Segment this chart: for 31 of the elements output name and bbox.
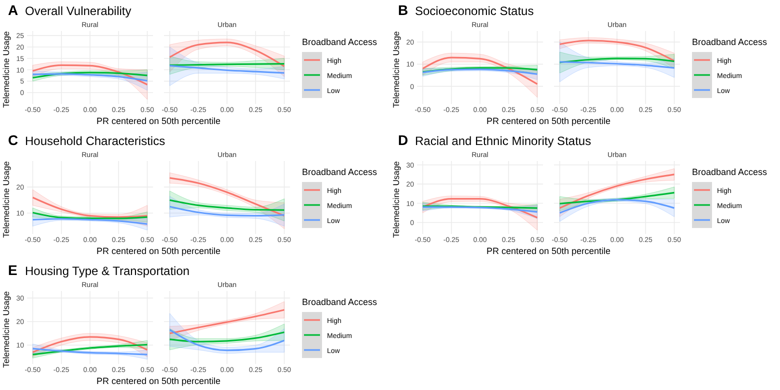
y-axis-title: Telemedicine Usage [1, 290, 11, 368]
text: E [8, 262, 18, 278]
legend-title: Broadband Access [302, 297, 378, 307]
x-axis-title: PR centered on 50th percentile [486, 116, 611, 126]
y-axis-title: Telemedicine Usage [1, 30, 11, 108]
legend-title: Broadband Access [302, 37, 378, 47]
line-series [32, 73, 148, 82]
chart-title: Household Characteristics [25, 134, 166, 148]
text: D [398, 132, 408, 148]
x-axis-title: PR centered on 50th percentile [96, 116, 221, 126]
line-series [422, 56, 538, 85]
y-axis-title: Telemedicine Usage [1, 160, 11, 238]
line-series [32, 336, 148, 354]
chart-title: Overall Vulnerability [25, 4, 132, 18]
x-axis-title: PR centered on 50th percentile [96, 246, 221, 256]
text: C [8, 132, 18, 148]
line-series [32, 196, 148, 218]
chart-title: Housing Type & Transportation [25, 264, 190, 278]
y-axis-title: Telemedicine Usage [391, 160, 401, 238]
text: B [398, 2, 408, 18]
x-axis-title: PR centered on 50th percentile [486, 246, 611, 256]
x-axis-title: PR centered on 50th percentile [96, 376, 221, 386]
line-series [32, 64, 148, 86]
chart-title: Socioeconomic Status [415, 4, 534, 18]
text: A [8, 2, 18, 18]
legend-title: Broadband Access [692, 167, 768, 177]
legend-title: Broadband Access [302, 167, 378, 177]
line-series [32, 344, 148, 356]
y-axis-title: Telemedicine Usage [391, 30, 401, 108]
chart-title: Racial and Ethnic Minority Status [415, 134, 592, 148]
legend-title: Broadband Access [692, 37, 768, 47]
